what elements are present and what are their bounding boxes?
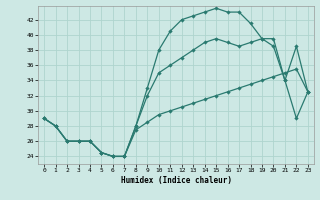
- X-axis label: Humidex (Indice chaleur): Humidex (Indice chaleur): [121, 176, 231, 185]
